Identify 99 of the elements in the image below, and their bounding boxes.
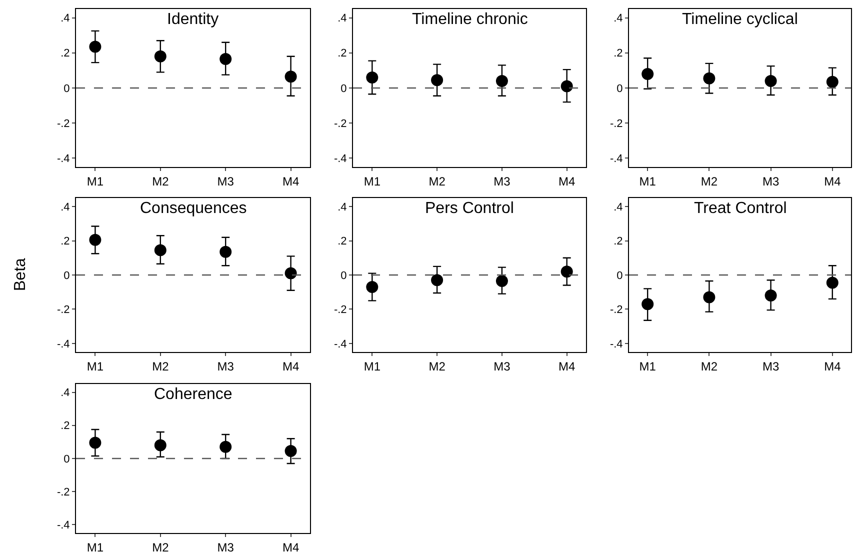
y-tick-label: 0 xyxy=(616,82,623,95)
x-tick-label: M1 xyxy=(639,174,656,188)
point xyxy=(154,50,166,62)
y-tick-label: -.4 xyxy=(56,338,70,350)
point xyxy=(560,266,573,278)
y-tick-label: -.2 xyxy=(610,118,623,130)
point xyxy=(366,280,378,293)
y-tick-label: .4 xyxy=(614,12,623,25)
y-tick-label: 0 xyxy=(64,270,70,282)
x-tick-label: M4 xyxy=(824,174,842,188)
x-tick-label: M3 xyxy=(217,359,234,374)
point xyxy=(826,276,838,289)
y-tick-label: 0 xyxy=(64,453,70,466)
y-tick-label: -.4 xyxy=(56,153,70,166)
point xyxy=(366,71,378,84)
point xyxy=(154,244,166,256)
y-tick-label: 0 xyxy=(64,82,70,95)
y-tick-label: 0 xyxy=(340,82,347,95)
x-tick-label: M2 xyxy=(700,359,718,374)
y-tick-label: 0 xyxy=(616,270,623,282)
x-tick-label: M4 xyxy=(824,359,842,374)
y-tick-label: -.4 xyxy=(334,338,347,350)
point xyxy=(496,74,508,87)
point xyxy=(431,74,444,86)
point xyxy=(642,68,654,80)
y-tick-label: -.2 xyxy=(56,486,70,498)
x-tick-label: M2 xyxy=(152,540,170,554)
y-tick-label: -.2 xyxy=(334,304,347,316)
y-tick-label: -.4 xyxy=(610,338,623,350)
y-tick-label: .2 xyxy=(60,48,70,60)
y-axis-title: Beta xyxy=(12,258,29,291)
y-tick-label: .2 xyxy=(614,236,623,248)
x-tick-label: M4 xyxy=(558,174,576,188)
y-tick-label: .4 xyxy=(614,201,623,214)
y-tick-label: -.4 xyxy=(334,153,347,166)
x-tick-label: M1 xyxy=(86,359,104,374)
chart-title: Pers Control xyxy=(425,200,514,217)
y-tick-label: .2 xyxy=(60,420,70,432)
x-tick-label: M4 xyxy=(282,540,300,554)
point xyxy=(496,274,508,287)
y-tick-label: 0 xyxy=(340,270,347,282)
x-tick-label: M1 xyxy=(86,174,104,188)
x-tick-label: M2 xyxy=(428,174,446,188)
chart-title: Treat Control xyxy=(694,200,787,217)
y-tick-label: .2 xyxy=(338,236,347,248)
point xyxy=(220,440,232,453)
x-tick-label: M4 xyxy=(282,359,300,374)
chart-title: Timeline cyclical xyxy=(682,11,798,28)
point xyxy=(431,274,444,286)
x-tick-label: M2 xyxy=(700,174,718,188)
x-tick-label: M3 xyxy=(762,174,780,188)
x-tick-label: M4 xyxy=(282,174,300,188)
x-tick-label: M2 xyxy=(152,359,170,374)
point xyxy=(826,76,838,88)
chart-title: Coherence xyxy=(154,386,232,403)
point xyxy=(764,74,777,87)
y-tick-label: -.2 xyxy=(56,304,70,316)
chart-title: Timeline chronic xyxy=(412,11,528,28)
point xyxy=(89,234,102,246)
point xyxy=(154,439,166,452)
x-tick-label: M1 xyxy=(639,359,656,374)
point xyxy=(89,436,102,449)
point xyxy=(560,80,573,92)
x-tick-label: M1 xyxy=(86,540,104,554)
y-tick-label: .2 xyxy=(338,48,347,60)
point xyxy=(764,290,777,302)
y-tick-label: .2 xyxy=(60,236,70,248)
point xyxy=(703,291,716,304)
x-tick-label: M3 xyxy=(762,359,780,374)
x-tick-label: M1 xyxy=(364,174,381,188)
y-tick-label: -.2 xyxy=(56,118,70,130)
x-tick-label: M3 xyxy=(494,359,511,374)
y-tick-label: -.4 xyxy=(610,153,623,166)
y-tick-label: .4 xyxy=(338,12,347,25)
point xyxy=(284,70,297,83)
x-tick-label: M3 xyxy=(217,174,234,188)
point xyxy=(284,445,297,458)
y-tick-label: -.2 xyxy=(610,304,623,316)
y-tick-label: .4 xyxy=(60,12,70,25)
x-tick-label: M3 xyxy=(217,540,234,554)
point xyxy=(642,298,654,310)
point xyxy=(703,72,716,84)
y-tick-label: .4 xyxy=(60,387,70,400)
x-tick-label: M4 xyxy=(558,359,576,374)
point xyxy=(89,40,102,53)
x-tick-label: M2 xyxy=(152,174,170,188)
point xyxy=(220,246,232,258)
x-tick-label: M2 xyxy=(428,359,446,374)
y-tick-label: -.4 xyxy=(56,520,70,532)
point xyxy=(284,267,297,280)
x-tick-label: M1 xyxy=(364,359,381,374)
y-tick-label: .4 xyxy=(338,201,347,214)
chart-title: Consequences xyxy=(140,200,247,217)
y-tick-label: .2 xyxy=(614,48,623,60)
y-tick-label: -.2 xyxy=(334,118,347,130)
chart-title: Identity xyxy=(167,11,219,28)
x-tick-label: M3 xyxy=(494,174,511,188)
point xyxy=(220,53,232,66)
y-tick-label: .4 xyxy=(60,201,70,214)
